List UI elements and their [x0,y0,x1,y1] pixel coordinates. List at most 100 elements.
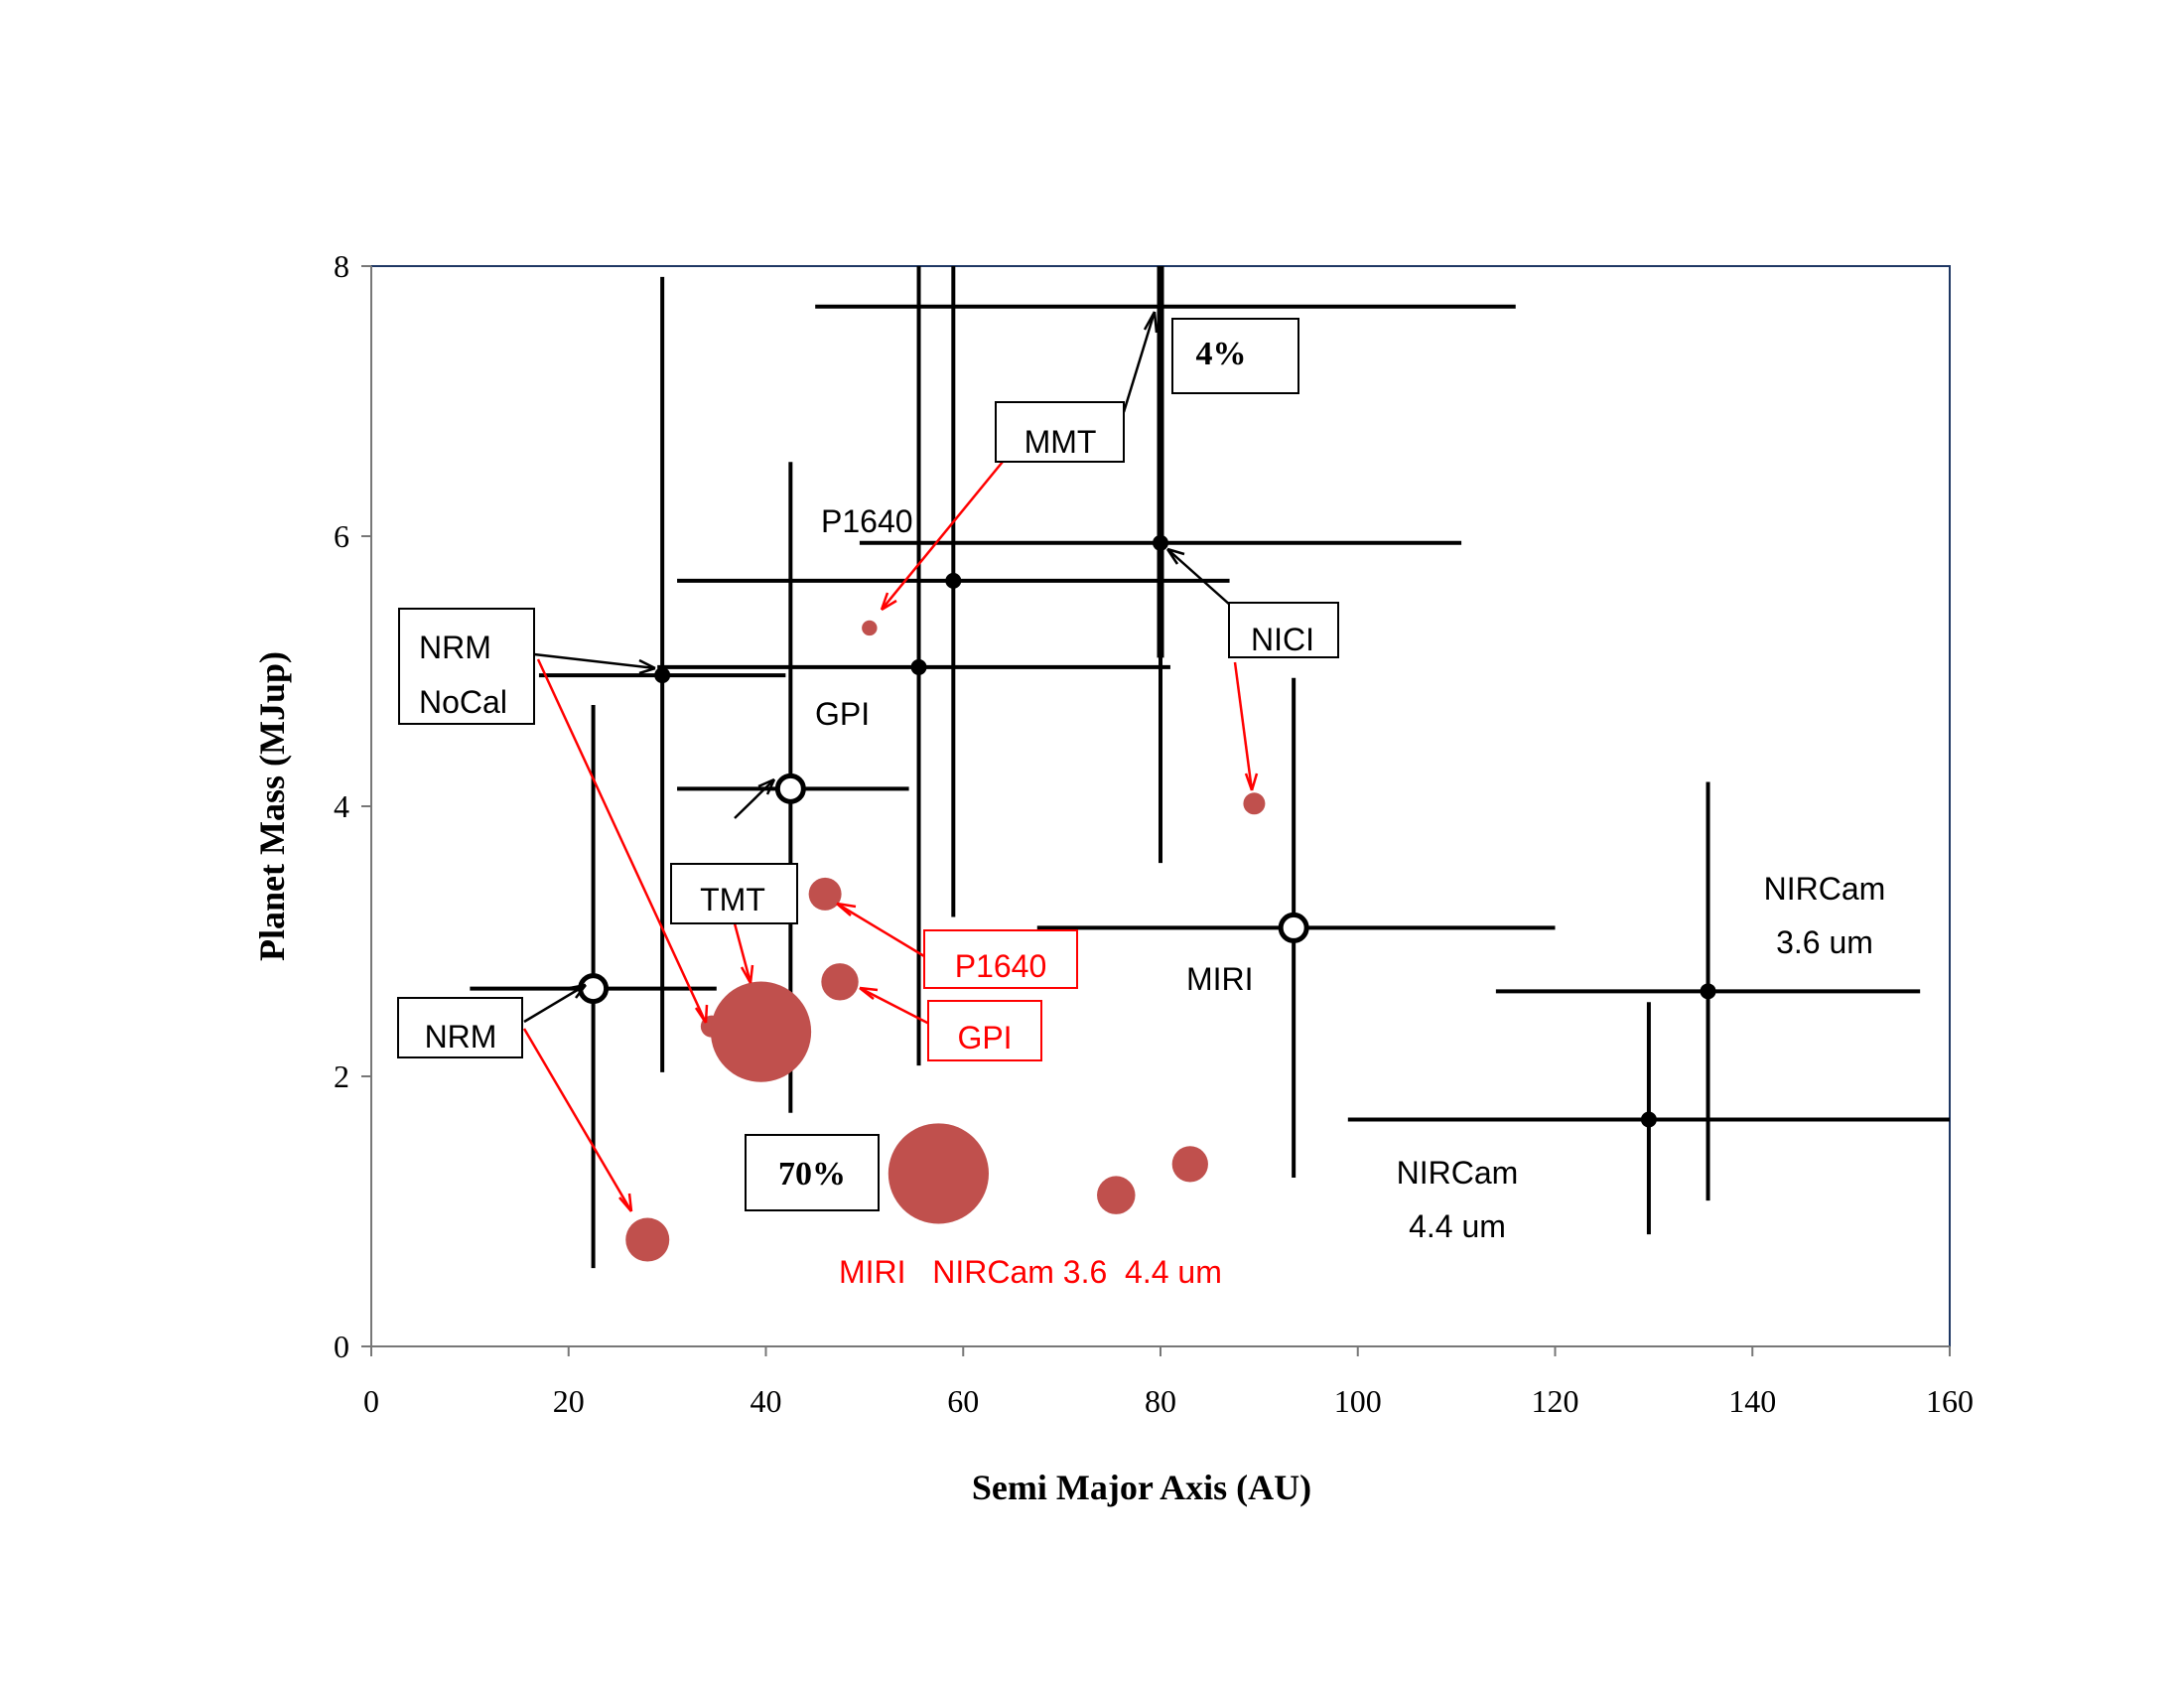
measurement-nrm [470,705,717,1269]
label-text: NRM [419,630,491,665]
measurement-nircam-4-4-um [1347,1002,1950,1235]
nrm-red-arrow [522,1028,633,1212]
data-point [945,572,962,589]
p1640-red-arrow [836,902,925,958]
tmt-arrow [734,778,775,819]
nici-arrow [1166,548,1232,607]
label-box [398,608,535,725]
label-box [397,997,523,1058]
label-box [927,1000,1042,1061]
x-axis-title: Semi Major Axis (AU) [972,1468,1311,1507]
label-tmt: TMT [670,863,798,924]
x-tick-label: 140 [1728,1383,1776,1419]
label-nircam-44-line1: NIRCam [1397,1155,1519,1191]
data-point-target [1278,912,1309,943]
axes: 0 20 40 60 80 100 120 140 160 0 2 4 6 8 [334,248,1974,1419]
data-point [910,658,927,675]
data-point [1700,983,1716,1000]
measurement-miri [1036,677,1556,1178]
nrm-nocal-arrowhead [638,658,656,675]
label-miri: MIRI [1186,961,1254,997]
x-tick-label: 100 [1334,1383,1382,1419]
data-point-target [774,773,806,804]
nrm-arrowhead [569,983,587,999]
label-text: P1640 [955,948,1047,984]
mmt-red-arrowhead [880,592,897,612]
data-point [1153,534,1168,551]
label-text: NICI [1251,622,1314,657]
x-tick-label: 80 [1145,1383,1176,1419]
label-box [670,863,798,924]
predicted-point-tmt [710,981,812,1082]
predicted-point-p1640 [808,877,842,911]
nrm-arrow [523,983,587,1024]
y-tick-label: 8 [334,248,349,284]
mmt-arrow [1122,311,1157,413]
label-box [923,929,1078,989]
gpi-red-arrow [859,986,932,1027]
y-tick-label: 2 [334,1058,349,1094]
label-nrm-nocal: NRM NoCal [398,608,535,725]
label-gpi-red: GPI [927,1000,1042,1061]
label-p1640-red: P1640 [923,929,1078,989]
label-mmt: MMT [995,401,1125,463]
mmt-arrowhead [1143,311,1159,334]
nrm-nocal-red-arrowhead [694,1004,709,1024]
label-text: 70% [778,1156,846,1193]
data-point [654,667,671,684]
label-nircam-36-line1: NIRCam [1764,871,1886,907]
error-bars [470,266,1950,1269]
nici-red-arrowhead [1244,773,1259,791]
tmt-red-arrow [733,922,752,984]
x-tick-label: 60 [947,1383,979,1419]
predicted-point-nircam-3-6-um [1097,1176,1136,1214]
label-box [995,401,1125,463]
label-text: GPI [957,1020,1012,1055]
predicted-point-nrm [625,1217,670,1262]
label-box [745,1134,880,1211]
tmt-red-arrowhead [740,964,754,984]
y-tick-label: 6 [334,518,349,554]
label-p1640: P1640 [821,503,913,539]
predicted-point-miri [887,1123,990,1224]
measurement-gpi [657,266,1170,1066]
label-nrm: NRM [397,997,523,1058]
label-text: MMT [1024,424,1097,460]
nrm-red-arrowhead [618,1193,633,1212]
predicted-point-mmt [862,620,878,636]
measurement-nrm-nocal [538,276,786,1072]
y-tick-label: 4 [334,788,349,824]
data-point [1640,1111,1657,1128]
y-tick-label: 0 [334,1329,349,1364]
label-text: TMT [700,882,765,917]
predicted-point-nircam-4-4-um [1171,1146,1208,1183]
label-text: NRM [425,1019,497,1055]
nici-arrowhead [1165,547,1185,565]
label-text: 4% [1196,336,1247,372]
x-tick-label: 0 [363,1383,379,1419]
measurement-nircam-3-6-um [1495,781,1921,1201]
y-axis-title: Planet Mass (MJup) [252,651,292,961]
measurement-nici [859,266,1462,864]
predicted-point-nici [1243,792,1266,815]
mmt-red-arrow [881,461,1004,611]
label-box [1228,602,1339,658]
label-nici: NICI [1228,602,1339,658]
label-70-percent: 70% [745,1134,880,1211]
x-tick-label: 120 [1532,1383,1579,1419]
label-box [1171,318,1299,394]
label-nircam-44-line2: 4.4 um [1409,1208,1506,1244]
measurement-p1640 [677,266,1230,917]
label-gpi: GPI [815,696,870,732]
label-nircam-36-line2: 3.6 um [1776,924,1873,960]
label-text: NoCal [419,684,507,720]
nrm-nocal-arrow [533,652,656,670]
tmt-arrowhead [757,777,776,795]
nrm-nocal-red-arrow [536,658,708,1024]
x-tick-label: 40 [751,1383,782,1419]
annotation-arrows [522,311,1259,1212]
gpi-red-arrowhead [859,986,879,1000]
p1640-red-arrowhead [836,902,857,916]
label-red-instruments: MIRI NIRCam 3.6 4.4 um [839,1254,1222,1290]
